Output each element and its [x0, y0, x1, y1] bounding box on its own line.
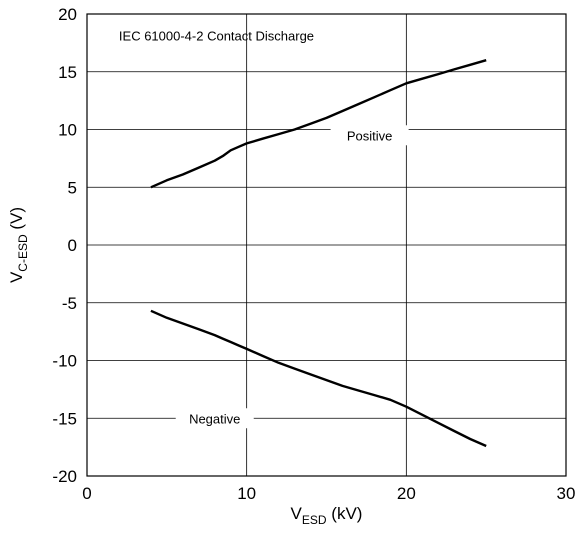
x-axis-title: VESD (kV) [291, 504, 363, 527]
y-axis-title-main: V [7, 271, 26, 283]
x-tick-label: 20 [397, 484, 416, 503]
y-axis-title: VC-ESD (V) [7, 207, 30, 283]
condition-annotation: IEC 61000-4-2 Contact Discharge [119, 29, 314, 44]
y-tick-label: 20 [58, 5, 77, 24]
y-tick-label: 10 [58, 121, 77, 140]
y-tick-label: -5 [62, 294, 77, 313]
y-tick-label: 5 [68, 178, 77, 197]
series-label-positive: Positive [347, 128, 393, 143]
x-tick-label: 30 [557, 484, 576, 503]
series-label-negative: Negative [189, 411, 240, 426]
y-tick-labels: -20 -15 -10 -5 0 5 10 15 20 [52, 5, 77, 486]
series-label-bg [175, 408, 254, 429]
series-line-positive [150, 59, 487, 189]
plot-frame [86, 13, 567, 477]
series-label-bg [330, 125, 409, 146]
y-tick-label: 15 [58, 63, 77, 82]
x-axis-title-sub: ESD [302, 513, 327, 527]
annotations: IEC 61000-4-2 Contact Discharge Positive N… [119, 29, 409, 429]
y-axis-title-unit: (V) [7, 207, 26, 234]
x-axis-title-main: V [291, 504, 303, 523]
series-lines [150, 59, 487, 448]
y-tick-label: 0 [68, 236, 77, 255]
x-axis-title-unit: (kV) [327, 504, 363, 523]
y-tick-label: -20 [52, 467, 77, 486]
grid [87, 14, 566, 476]
y-tick-label: -10 [52, 352, 77, 371]
y-axis-title-sub: C-ESD [16, 234, 30, 272]
y-tick-label: -15 [52, 409, 77, 428]
x-tick-labels: 0 10 20 30 [82, 484, 575, 503]
x-tick-label: 0 [82, 484, 91, 503]
series-line-negative [150, 309, 487, 448]
x-tick-label: 10 [237, 484, 256, 503]
